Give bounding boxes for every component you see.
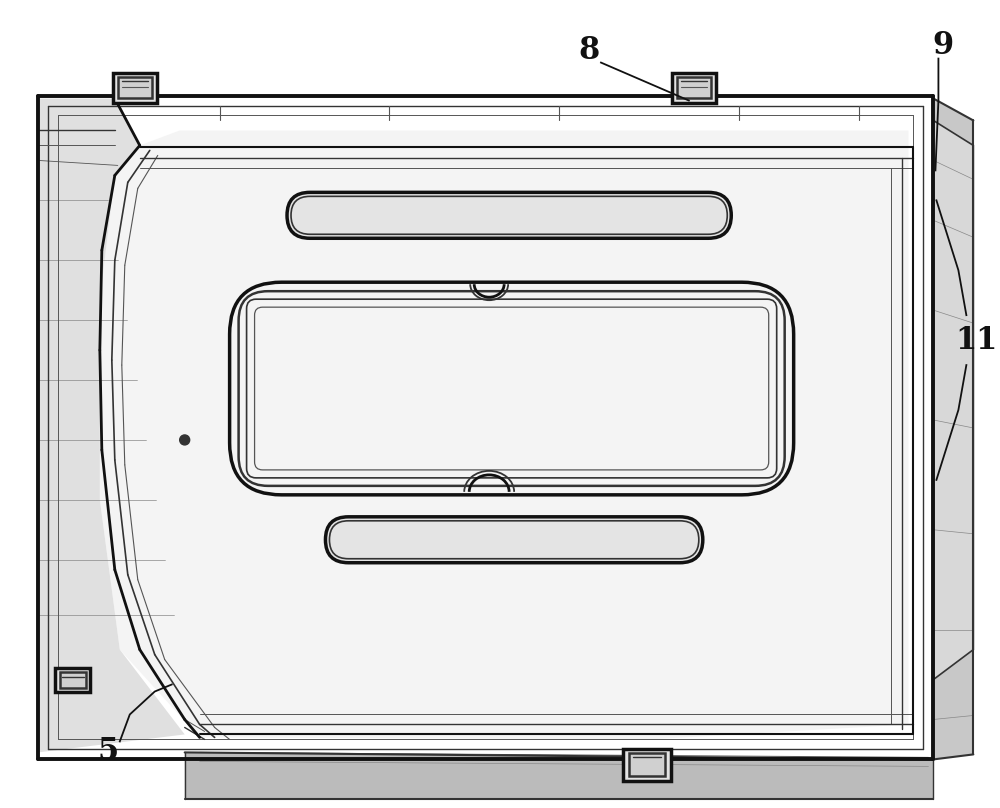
Text: 9: 9: [933, 30, 954, 61]
Polygon shape: [185, 752, 933, 799]
Polygon shape: [933, 99, 973, 760]
Text: 11: 11: [955, 325, 997, 356]
Text: 5: 5: [97, 736, 118, 767]
Text: 8: 8: [578, 35, 600, 66]
FancyBboxPatch shape: [287, 192, 731, 238]
Polygon shape: [100, 130, 908, 739]
FancyBboxPatch shape: [325, 517, 703, 562]
Polygon shape: [118, 77, 152, 98]
Polygon shape: [38, 99, 185, 752]
Circle shape: [180, 435, 190, 445]
Polygon shape: [677, 77, 711, 98]
Polygon shape: [629, 753, 665, 776]
Polygon shape: [623, 749, 671, 781]
Polygon shape: [60, 671, 86, 688]
Polygon shape: [933, 120, 973, 680]
Polygon shape: [672, 73, 716, 103]
Polygon shape: [113, 73, 157, 103]
Polygon shape: [55, 667, 90, 692]
